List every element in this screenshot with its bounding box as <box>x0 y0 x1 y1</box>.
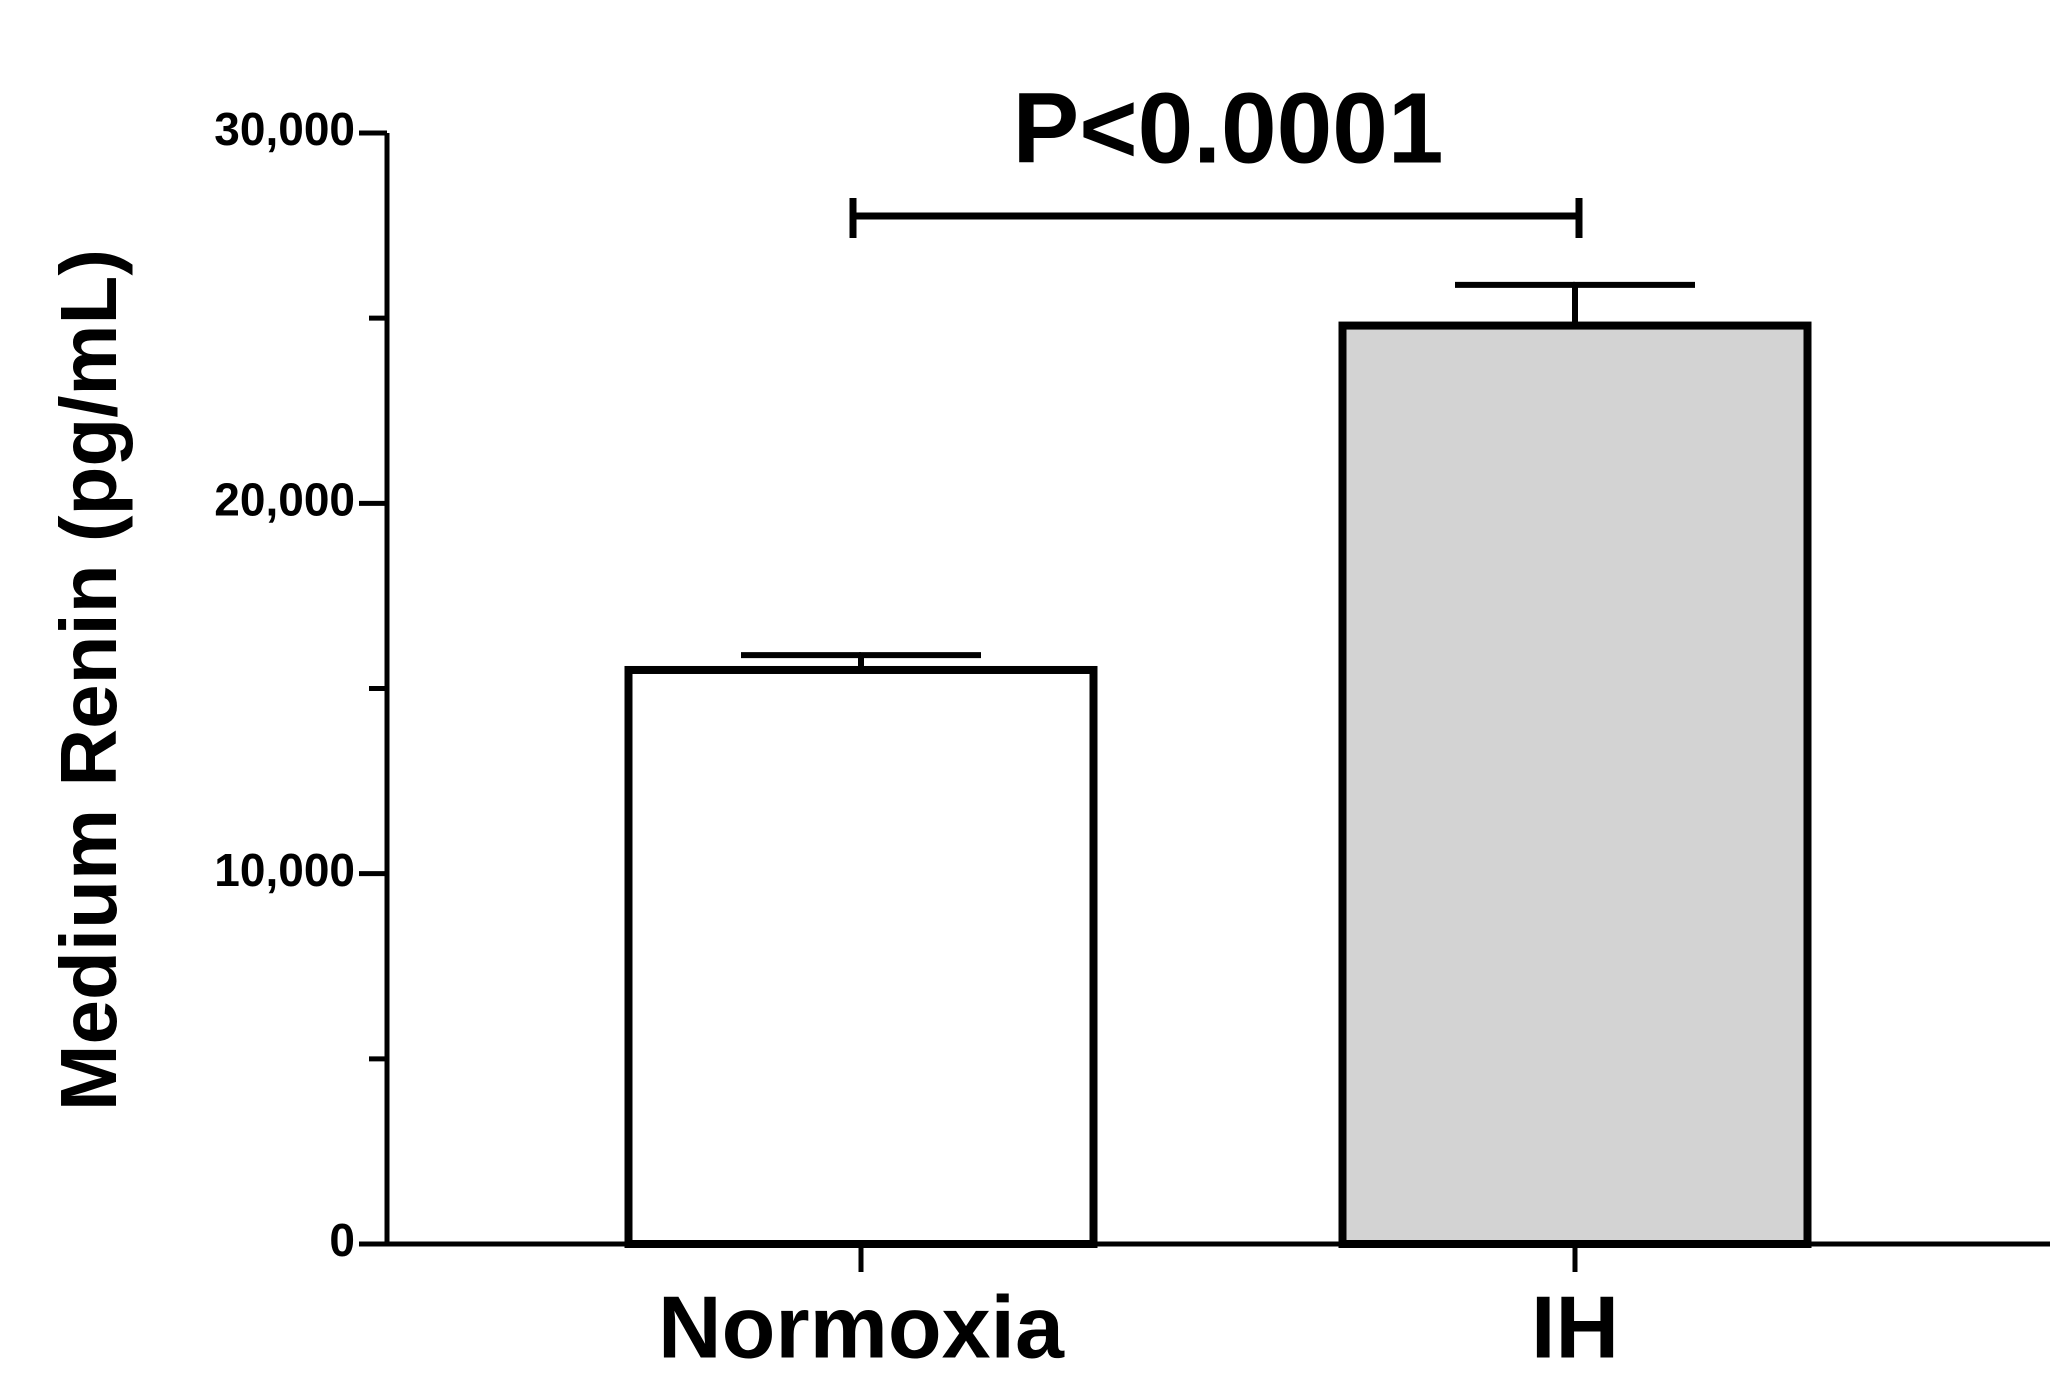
x-tick-label: Normoxia <box>658 1277 1065 1376</box>
y-axis-label: Medium Renin (pg/mL) <box>44 249 133 1111</box>
y-tick-label: 10,000 <box>214 844 355 896</box>
y-tick-label: 30,000 <box>214 103 355 155</box>
y-tick-label: 20,000 <box>214 473 355 525</box>
significance-annotation: P<0.0001 <box>1013 72 1444 184</box>
y-tick-label: 0 <box>329 1214 355 1266</box>
x-tick-label: IH <box>1531 1277 1619 1376</box>
bar <box>624 665 1098 1248</box>
bar <box>1338 321 1812 1249</box>
